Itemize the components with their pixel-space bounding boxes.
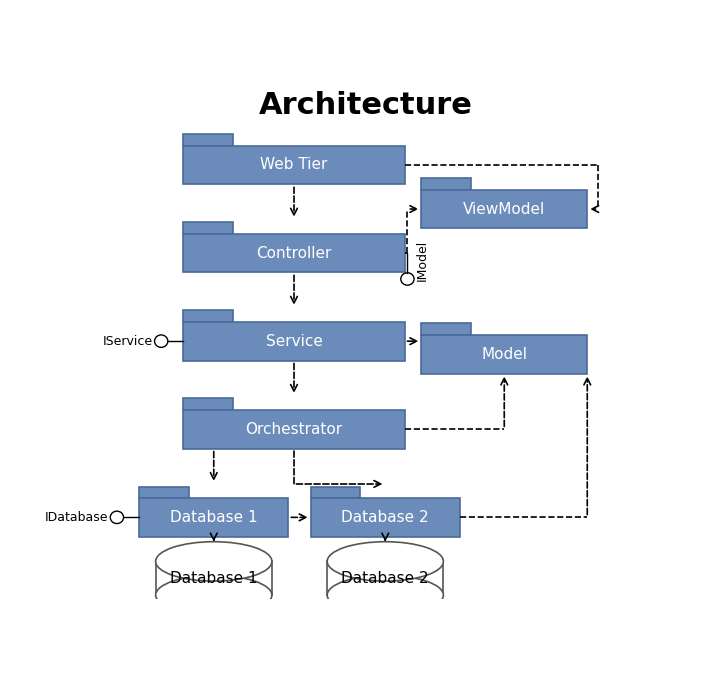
Bar: [327, 561, 443, 595]
Text: Architecture: Architecture: [259, 91, 473, 120]
Bar: [183, 145, 405, 184]
Bar: [183, 398, 233, 410]
Bar: [421, 323, 471, 334]
Text: Orchestrator: Orchestrator: [246, 422, 343, 437]
Bar: [156, 561, 272, 595]
Text: Database 1: Database 1: [170, 510, 258, 525]
Ellipse shape: [156, 575, 272, 614]
Bar: [311, 487, 361, 498]
Ellipse shape: [327, 575, 443, 614]
Text: ViewModel: ViewModel: [463, 201, 545, 217]
Text: IService: IService: [103, 334, 153, 348]
Ellipse shape: [327, 542, 443, 581]
Bar: [183, 222, 233, 234]
Text: Service: Service: [266, 334, 323, 349]
Bar: [421, 190, 587, 228]
Bar: [183, 322, 405, 361]
Bar: [139, 487, 188, 498]
Text: Database 2: Database 2: [341, 571, 429, 586]
Ellipse shape: [156, 542, 272, 581]
Bar: [311, 498, 460, 537]
Text: Database 2: Database 2: [341, 510, 429, 525]
Text: IDatabase: IDatabase: [45, 511, 109, 524]
Bar: [183, 134, 233, 145]
Bar: [183, 310, 233, 322]
Text: Database 1: Database 1: [170, 571, 258, 586]
Text: Web Tier: Web Tier: [261, 157, 328, 172]
Text: Model: Model: [481, 347, 527, 361]
Bar: [421, 334, 587, 374]
Bar: [421, 178, 471, 190]
Bar: [139, 498, 288, 537]
Bar: [183, 234, 405, 273]
Text: Controller: Controller: [256, 246, 332, 260]
Text: IModel: IModel: [416, 240, 428, 281]
Bar: [183, 410, 405, 449]
